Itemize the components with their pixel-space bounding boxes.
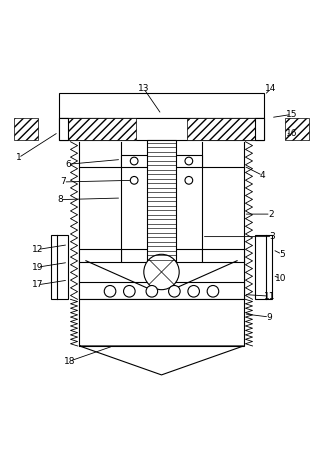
Bar (58, 118, 68, 140)
Bar (121, 250, 202, 262)
Circle shape (130, 176, 138, 184)
Text: 5: 5 (279, 250, 285, 259)
Text: 19: 19 (32, 263, 43, 272)
Text: 16: 16 (286, 129, 297, 138)
Bar (68, 118, 136, 140)
Text: 14: 14 (265, 84, 276, 93)
Bar (79, 250, 121, 262)
Text: 6: 6 (65, 160, 71, 169)
Text: 1: 1 (16, 153, 21, 162)
Circle shape (185, 157, 193, 165)
Text: 17: 17 (32, 280, 43, 290)
Text: 18: 18 (64, 357, 76, 366)
Bar (147, 140, 176, 262)
Circle shape (104, 285, 116, 297)
Bar (285, 118, 309, 140)
Circle shape (185, 176, 193, 184)
Circle shape (169, 285, 180, 297)
Text: 3: 3 (270, 232, 275, 241)
Text: 8: 8 (57, 195, 63, 204)
Bar (255, 118, 265, 140)
Text: 2: 2 (268, 210, 274, 219)
Bar (255, 235, 273, 299)
Bar (14, 118, 38, 140)
Bar (202, 250, 244, 262)
Bar (79, 261, 244, 299)
Text: 9: 9 (266, 313, 272, 321)
Bar (121, 155, 202, 167)
Text: 12: 12 (32, 245, 43, 254)
Circle shape (144, 254, 179, 290)
Text: 4: 4 (260, 171, 266, 180)
Circle shape (124, 285, 135, 297)
Circle shape (146, 285, 158, 297)
Text: 7: 7 (60, 178, 66, 187)
Text: 10: 10 (275, 274, 286, 283)
Text: 15: 15 (286, 110, 297, 119)
Bar (50, 235, 68, 299)
Bar (187, 118, 255, 140)
Bar (79, 299, 244, 346)
Text: 13: 13 (138, 84, 150, 93)
Circle shape (188, 285, 199, 297)
Text: 11: 11 (264, 291, 275, 301)
Bar (58, 118, 265, 140)
Bar (58, 94, 265, 118)
Circle shape (207, 285, 219, 297)
Circle shape (130, 157, 138, 165)
